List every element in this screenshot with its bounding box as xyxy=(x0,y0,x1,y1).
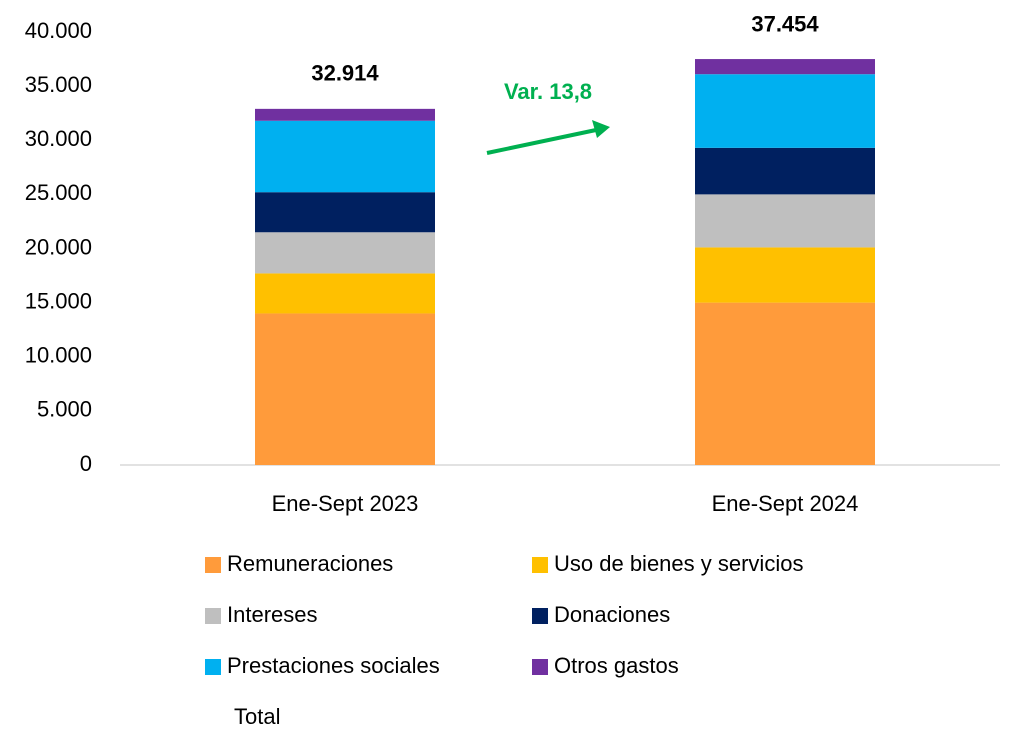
y-tick-label: 5.000 xyxy=(37,397,92,422)
legend-swatch xyxy=(205,608,221,624)
bar-segment xyxy=(255,192,435,233)
bar-segment xyxy=(255,273,435,314)
bar-segment xyxy=(695,247,875,303)
y-tick-label: 0 xyxy=(80,451,92,476)
bar-segment xyxy=(255,232,435,274)
bar-segment xyxy=(255,120,435,193)
legend-swatch xyxy=(205,557,221,573)
y-tick-label: 40.000 xyxy=(25,18,92,43)
bar-segment xyxy=(255,313,435,465)
x-tick-label: Ene-Sept 2024 xyxy=(712,491,859,516)
legend-label: Intereses xyxy=(227,602,318,627)
bar-segment xyxy=(695,59,875,75)
annotation: Var. 13,8 xyxy=(504,79,592,104)
y-tick-label: 30.000 xyxy=(25,126,92,151)
x-tick-label: Ene-Sept 2023 xyxy=(272,491,419,516)
y-tick-label: 35.000 xyxy=(25,72,92,97)
y-tick-label: 20.000 xyxy=(25,234,92,259)
legend-swatch xyxy=(532,557,548,573)
y-tick-label: 15.000 xyxy=(25,288,92,313)
legend-label: Otros gastos xyxy=(554,653,679,678)
y-tick-label: 25.000 xyxy=(25,180,92,205)
total-label: 32.914 xyxy=(311,61,379,86)
legend-swatch xyxy=(205,659,221,675)
annotation-arrowhead xyxy=(592,120,610,138)
legend-swatch xyxy=(532,608,548,624)
legend-label: Donaciones xyxy=(554,602,670,627)
legend-label: Prestaciones sociales xyxy=(227,653,440,678)
bar-segment xyxy=(255,108,435,121)
bar-segment xyxy=(695,74,875,148)
legend-label: Uso de bienes y servicios xyxy=(554,551,803,576)
bar-segment xyxy=(695,302,875,465)
bar-segment xyxy=(695,194,875,248)
legend-label: Total xyxy=(234,704,280,729)
bar-segment xyxy=(695,147,875,195)
total-label: 37.454 xyxy=(751,11,819,36)
legend-label: Remuneraciones xyxy=(227,551,393,576)
legend-swatch xyxy=(532,659,548,675)
y-tick-label: 10.000 xyxy=(25,343,92,368)
annotation-arrow xyxy=(486,128,597,155)
